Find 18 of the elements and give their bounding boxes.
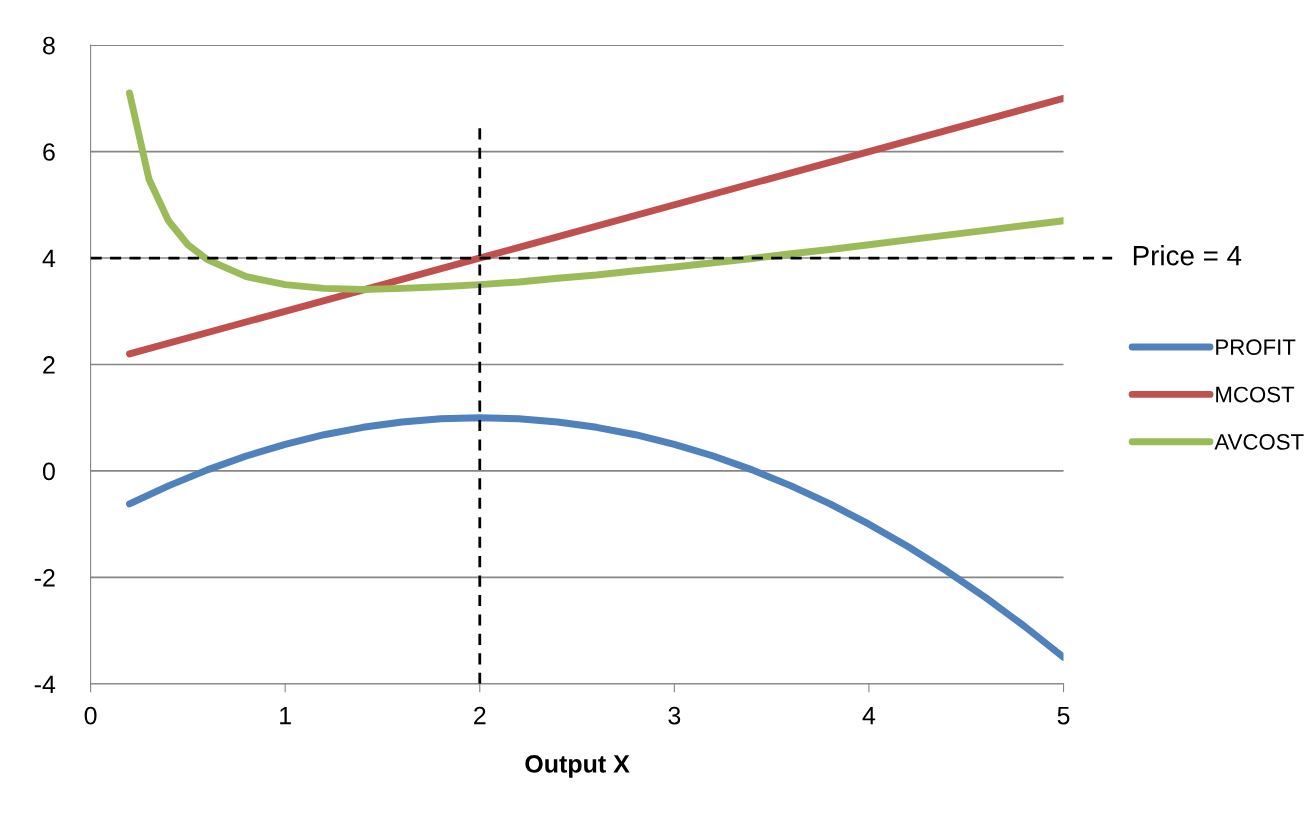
x-axis-title: Output X bbox=[525, 755, 630, 778]
legend-label: MCOST bbox=[1216, 386, 1295, 403]
x-tick-label: 1 bbox=[280, 707, 291, 725]
y-tick-label: 8 bbox=[43, 36, 55, 55]
x-tick-label: 2 bbox=[474, 706, 486, 725]
legend-label: AVCOST bbox=[1214, 434, 1304, 450]
legend-label: PROFIT bbox=[1216, 339, 1296, 355]
y-tick-label: 0 bbox=[42, 462, 55, 481]
y-tick-label: 2 bbox=[43, 356, 55, 374]
x-tick-label: 3 bbox=[668, 706, 681, 725]
x-tick-label: 4 bbox=[862, 707, 876, 725]
y-tick-label: 4 bbox=[42, 249, 56, 268]
x-tick-label: 5 bbox=[1057, 707, 1070, 725]
ref-line-label: Price = 4 bbox=[1133, 245, 1242, 266]
y-tick-label: -2 bbox=[34, 569, 55, 587]
y-tick-label: 6 bbox=[43, 143, 55, 161]
y-tick-label: -4 bbox=[34, 675, 56, 693]
x-tick-label: 0 bbox=[84, 706, 97, 725]
